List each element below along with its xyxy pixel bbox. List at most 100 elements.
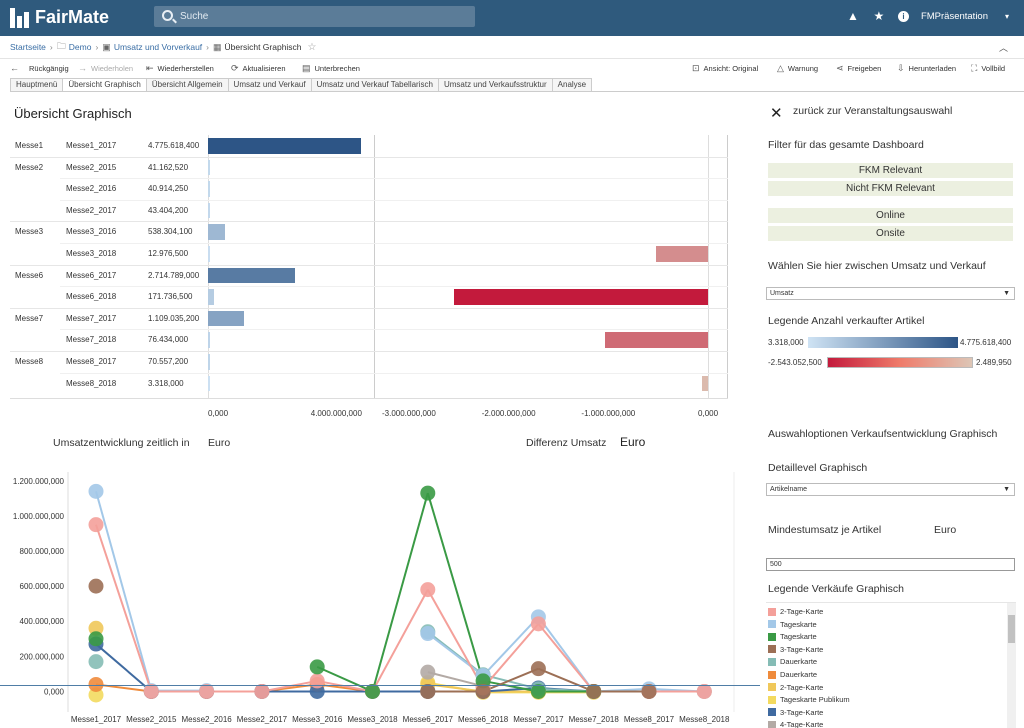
chevron-down-icon[interactable]: ▾ xyxy=(1004,11,1009,21)
difference-bar[interactable] xyxy=(454,289,709,305)
data-point[interactable] xyxy=(254,683,270,699)
revenue-bar[interactable] xyxy=(208,159,210,176)
legend-item[interactable]: 2-Tage-Karte xyxy=(768,607,823,616)
fairmate-logo[interactable]: FairMate xyxy=(10,7,109,28)
data-point[interactable] xyxy=(696,683,712,699)
legend-scroll-thumb[interactable] xyxy=(1008,615,1015,643)
filter-online[interactable]: Online xyxy=(768,208,1013,223)
data-point[interactable] xyxy=(420,582,436,598)
legend-item[interactable]: Tageskarte Publikum xyxy=(768,695,850,704)
data-point[interactable] xyxy=(530,661,546,677)
data-point[interactable] xyxy=(420,626,436,642)
detail-level-select[interactable]: Artikelname ▼ xyxy=(766,483,1015,496)
legend-item[interactable]: Dauerkarte xyxy=(768,657,817,666)
info-icon[interactable]: i xyxy=(897,10,909,22)
table-event-label: Messe7_2018 xyxy=(66,335,117,345)
data-point[interactable] xyxy=(88,631,104,647)
legend-item[interactable]: Tageskarte xyxy=(768,620,817,629)
legend-item[interactable]: Tageskarte xyxy=(768,632,817,641)
data-point[interactable] xyxy=(88,578,104,594)
user-menu[interactable]: FMPräsentation xyxy=(920,10,988,22)
revenue-bar[interactable] xyxy=(208,267,296,284)
difference-bar[interactable] xyxy=(702,375,709,392)
tab-umsatz-und-verkaufsstruktur[interactable]: Umsatz und Verkaufsstruktur xyxy=(437,78,553,91)
filter-fkm-relevant[interactable]: FKM Relevant xyxy=(768,163,1013,178)
alert-button[interactable]: △ Warnung xyxy=(777,63,818,74)
tab-uebersicht-allgemein[interactable]: Übersicht Allgemein xyxy=(145,78,229,91)
redo-button[interactable]: → Wiederholen xyxy=(78,63,133,73)
data-point[interactable] xyxy=(199,683,215,699)
data-point[interactable] xyxy=(530,683,546,699)
collapse-chevron-icon[interactable]: ︿ xyxy=(998,43,1008,53)
tab-hauptmenue[interactable]: Hauptmenü xyxy=(10,78,64,91)
legend-item[interactable]: 4-Tage-Karte xyxy=(768,720,823,728)
tab-umsatz-und-verkauf-tabellarisch[interactable]: Umsatz und Verkauf Tabellarisch xyxy=(310,78,439,91)
revenue-bar[interactable] xyxy=(208,289,214,305)
data-point[interactable] xyxy=(88,620,104,636)
favorite-star-icon[interactable]: ★ xyxy=(873,9,885,23)
revenue-bar[interactable] xyxy=(208,202,210,219)
close-icon[interactable]: ✕ xyxy=(770,105,783,122)
tab-umsatz-und-verkauf[interactable]: Umsatz und Verkauf xyxy=(227,78,312,91)
back-link[interactable]: zurück zur Veranstaltungsauswahl xyxy=(793,105,953,117)
data-point[interactable] xyxy=(586,683,602,699)
revenue-bar[interactable] xyxy=(208,246,210,262)
warning-icon[interactable]: ▲ xyxy=(846,9,859,23)
refresh-icon: ⟳ xyxy=(231,63,239,73)
revenue-bar[interactable] xyxy=(208,181,210,197)
legend-item[interactable]: 2-Tage-Karte xyxy=(768,683,823,692)
data-point[interactable] xyxy=(88,687,104,703)
data-point[interactable] xyxy=(420,683,436,699)
revert-button[interactable]: ⇤ Wiederherstellen xyxy=(146,63,214,74)
data-point[interactable] xyxy=(309,659,325,675)
difference-bar[interactable] xyxy=(656,246,709,262)
favorite-star-outline-icon[interactable]: ☆ xyxy=(307,41,317,53)
data-point[interactable] xyxy=(530,616,546,632)
data-point[interactable] xyxy=(309,683,325,699)
legend-item[interactable]: 3-Tage-Karte xyxy=(768,645,823,654)
data-point[interactable] xyxy=(88,517,104,533)
tab-analyse[interactable]: Analyse xyxy=(551,78,593,91)
legend-swatch xyxy=(768,620,776,629)
view-button[interactable]: ⊡ Ansicht: Original xyxy=(692,63,758,74)
search-box[interactable] xyxy=(154,6,475,27)
filter-nicht-fkm-relevant[interactable]: Nicht FKM Relevant xyxy=(768,181,1013,196)
data-point[interactable] xyxy=(365,683,380,699)
revenue-bar[interactable] xyxy=(208,354,211,370)
legend-item[interactable]: 3-Tage-Karte xyxy=(768,708,823,717)
revenue-bar[interactable] xyxy=(208,224,226,240)
breadcrumb-workbook[interactable]: Umsatz und Vorverkauf xyxy=(113,42,203,52)
alert-label: Warnung xyxy=(787,64,819,73)
legend-scrollbar[interactable] xyxy=(1007,603,1016,728)
breadcrumb-project[interactable]: Demo xyxy=(68,42,92,52)
filter-onsite[interactable]: Onsite xyxy=(768,226,1013,241)
breadcrumb-home[interactable]: Startseite xyxy=(10,42,46,52)
data-point[interactable] xyxy=(475,673,491,689)
revenue-bar[interactable] xyxy=(208,310,244,327)
data-point[interactable] xyxy=(420,485,436,501)
difference-bar[interactable] xyxy=(605,332,709,348)
fullscreen-button[interactable]: ⛶ Vollbild xyxy=(971,63,1005,74)
revenue-bar[interactable] xyxy=(208,375,210,392)
tab-uebersicht-graphisch[interactable]: Übersicht Graphisch xyxy=(62,78,147,91)
refresh-button[interactable]: ⟳ Aktualisieren xyxy=(231,63,286,74)
data-point[interactable] xyxy=(88,676,104,692)
revenue-bar[interactable] xyxy=(208,332,211,348)
data-point[interactable] xyxy=(143,683,159,699)
revenue-bar[interactable] xyxy=(208,138,362,154)
sidebar: ✕ zurück zur Veranstaltungsauswahl Filte… xyxy=(760,92,1024,728)
data-point[interactable] xyxy=(88,654,104,670)
pause-button[interactable]: ▤ Unterbrechen xyxy=(302,63,360,74)
data-point[interactable] xyxy=(420,664,436,680)
legend-item[interactable]: Dauerkarte xyxy=(768,670,817,679)
search-input[interactable] xyxy=(180,8,460,25)
umsatz-verkauf-select[interactable]: Umsatz ▼ xyxy=(766,287,1015,300)
min-revenue-input[interactable]: 500 xyxy=(766,558,1015,571)
download-button[interactable]: ⇩ Herunterladen xyxy=(897,63,956,74)
undo-button[interactable]: ← Rückgängig xyxy=(10,63,69,73)
data-point[interactable] xyxy=(641,683,657,699)
data-point[interactable] xyxy=(475,683,491,699)
data-point[interactable] xyxy=(88,483,104,499)
share-button[interactable]: ⋖ Freigeben xyxy=(836,63,881,74)
data-point[interactable] xyxy=(309,673,325,689)
